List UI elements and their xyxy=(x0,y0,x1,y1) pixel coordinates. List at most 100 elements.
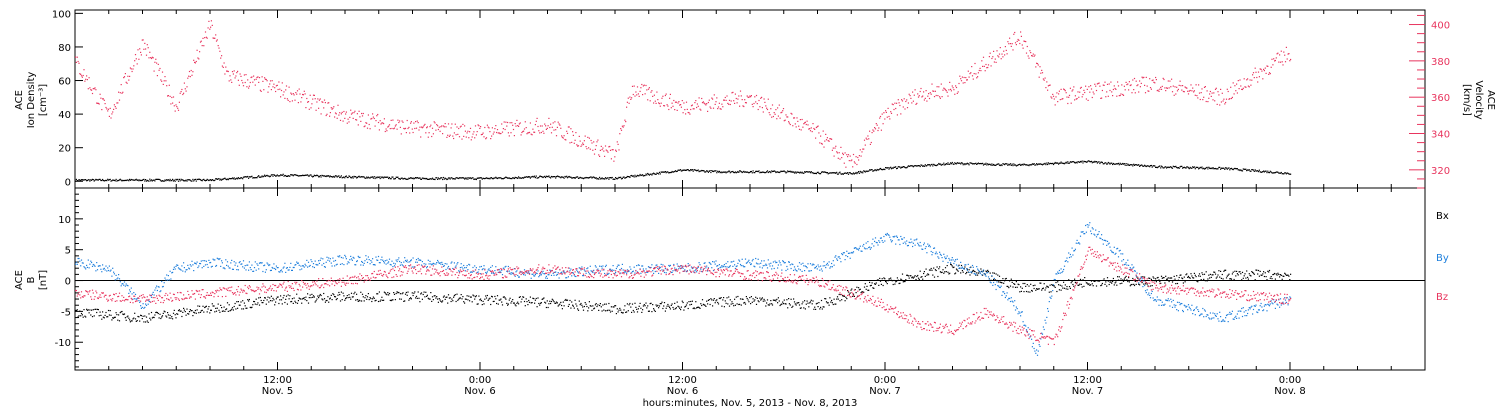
by-point xyxy=(92,263,94,266)
velocity-point xyxy=(1278,61,1280,63)
bx-point xyxy=(1004,278,1006,280)
bx-point xyxy=(380,299,382,301)
bx-point xyxy=(1197,281,1199,283)
density-point xyxy=(676,170,678,172)
velocity-point xyxy=(370,118,372,120)
density-point xyxy=(969,162,971,164)
velocity-point xyxy=(253,75,255,77)
density-point xyxy=(422,177,424,179)
bx-point xyxy=(998,275,1001,277)
density-point xyxy=(474,178,476,180)
bx-point xyxy=(216,307,218,309)
density-point xyxy=(861,171,863,173)
bx-point xyxy=(1072,283,1074,286)
density-point xyxy=(126,179,128,181)
bx-point xyxy=(1284,272,1286,274)
density-point xyxy=(504,177,506,179)
bx-point xyxy=(1142,276,1144,278)
bx-point xyxy=(349,296,351,298)
density-point xyxy=(857,171,859,174)
bx-point xyxy=(1120,278,1122,280)
bx-point xyxy=(1102,279,1104,281)
by-point xyxy=(148,300,150,302)
bx-point xyxy=(511,300,513,302)
velocity-point xyxy=(763,98,765,100)
velocity-point xyxy=(725,99,727,101)
bx-point xyxy=(834,303,836,305)
bx-point xyxy=(368,299,370,301)
density-point xyxy=(356,177,358,179)
by-point xyxy=(294,264,296,266)
bx-point xyxy=(256,303,258,306)
density-point xyxy=(315,175,317,177)
density-point xyxy=(712,170,714,172)
velocity-point xyxy=(1112,95,1114,97)
density-point xyxy=(1254,169,1256,171)
density-point xyxy=(987,164,990,166)
bx-point xyxy=(351,296,353,298)
density-point xyxy=(330,176,332,178)
density-point xyxy=(1027,164,1029,166)
by-point xyxy=(188,268,191,270)
velocity-point xyxy=(1183,91,1185,93)
bx-point xyxy=(372,298,374,300)
velocity-point xyxy=(377,113,379,116)
bx-point xyxy=(974,271,976,273)
bx-point xyxy=(623,309,625,311)
density-point xyxy=(588,177,590,179)
velocity-point xyxy=(1244,86,1246,88)
velocity-point xyxy=(707,110,709,112)
density-point xyxy=(398,178,400,180)
density-point xyxy=(806,171,808,173)
velocity-point xyxy=(533,131,535,133)
bx-point xyxy=(248,300,250,302)
bx-point xyxy=(997,274,999,276)
bx-point xyxy=(537,297,539,299)
bx-point xyxy=(1228,273,1230,275)
velocity-point xyxy=(528,131,531,133)
density-point xyxy=(736,171,738,173)
velocity-point xyxy=(557,121,559,123)
density-point xyxy=(227,179,229,181)
bx-point xyxy=(622,312,624,314)
velocity-point xyxy=(839,158,841,160)
by-point xyxy=(276,267,278,269)
bx-point xyxy=(1051,284,1053,286)
by-point xyxy=(285,271,287,273)
velocity-point xyxy=(1159,88,1161,90)
density-point xyxy=(836,171,838,173)
velocity-point xyxy=(377,121,380,124)
velocity-point xyxy=(689,113,691,115)
velocity-point xyxy=(343,110,345,113)
by-point xyxy=(330,262,332,264)
density-point xyxy=(878,169,880,171)
bx-point xyxy=(599,304,601,307)
bx-point xyxy=(815,303,817,305)
density-point xyxy=(1135,164,1137,166)
density-point xyxy=(435,177,437,179)
by-point xyxy=(308,265,310,267)
density-point xyxy=(470,178,472,180)
bx-point xyxy=(239,304,241,306)
velocity-point xyxy=(1000,58,1002,60)
velocity-point xyxy=(172,102,174,104)
density-point xyxy=(819,173,821,175)
velocity-point xyxy=(1146,85,1148,87)
bx-point xyxy=(1175,283,1177,285)
velocity-point xyxy=(269,83,271,85)
bx-point xyxy=(448,297,450,299)
velocity-point xyxy=(965,77,967,79)
by-point xyxy=(372,264,374,266)
density-point xyxy=(543,176,545,178)
bx-point xyxy=(1231,273,1233,275)
density-point xyxy=(1041,163,1043,165)
density-point xyxy=(1013,163,1015,165)
density-point xyxy=(528,176,530,178)
bx-point xyxy=(254,303,256,305)
velocity-point xyxy=(907,102,909,104)
density-point xyxy=(667,171,669,173)
velocity-point xyxy=(361,112,363,115)
bx-point xyxy=(542,298,544,300)
velocity-point xyxy=(1222,100,1224,102)
